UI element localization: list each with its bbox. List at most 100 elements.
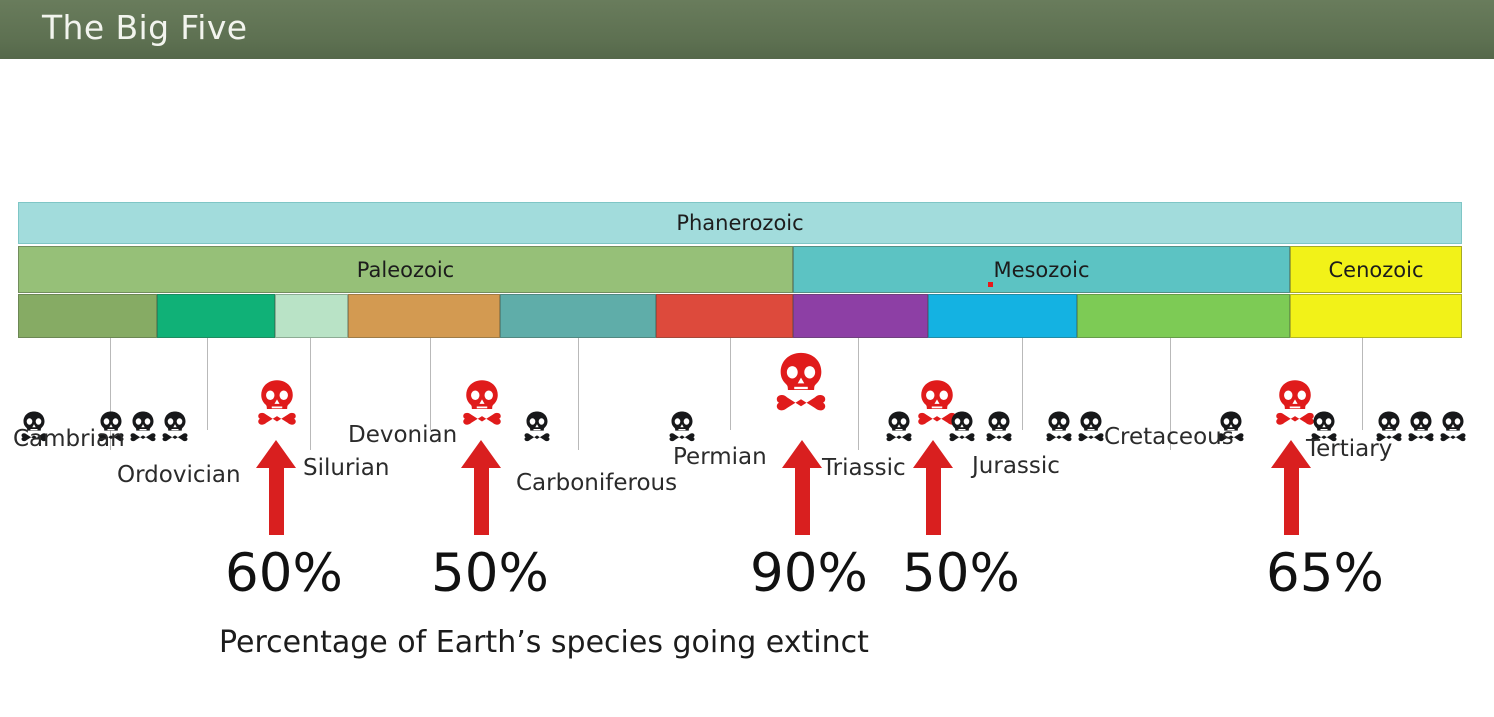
skull-crossbones-icon bbox=[669, 411, 695, 442]
pct-permian: 90% bbox=[750, 543, 868, 604]
skull-icon-black bbox=[521, 410, 553, 442]
mesozoic-accent-dot bbox=[988, 282, 993, 287]
period-segment-ordovician bbox=[157, 294, 275, 338]
period-label-permian: Permian bbox=[673, 444, 767, 470]
period-segment-carboniferous bbox=[500, 294, 656, 338]
period-label-cambrian: Cambrian bbox=[13, 426, 125, 452]
skull-crossbones-icon bbox=[21, 411, 47, 442]
carboniferous-skulls bbox=[666, 386, 698, 442]
arrow-devonian bbox=[461, 440, 501, 535]
title-bar-gradient bbox=[0, 0, 1494, 59]
period-segment-tertiary bbox=[1290, 294, 1462, 338]
skull-crossbones-icon bbox=[1408, 411, 1434, 442]
skull-crossbones-icon bbox=[1376, 411, 1402, 442]
skull-crossbones-icon bbox=[258, 380, 296, 425]
jurassic-skulls bbox=[983, 386, 1015, 442]
arrow-shaft bbox=[1283, 468, 1299, 535]
skull-icon-black bbox=[127, 410, 159, 442]
skull-icon-red bbox=[770, 350, 832, 412]
chart-caption: Percentage of Earth’s species going exti… bbox=[219, 625, 869, 660]
tick-line bbox=[110, 338, 111, 450]
period-segment-silurian bbox=[275, 294, 348, 338]
tick-line bbox=[207, 338, 208, 430]
era-label: Paleozoic bbox=[356, 257, 455, 282]
arrow-ordovician bbox=[256, 440, 296, 535]
skull-icon-black bbox=[1215, 410, 1247, 442]
arrow-shaft bbox=[473, 468, 489, 535]
cretaceous-extinction bbox=[1271, 370, 1319, 426]
skull-icon-black bbox=[18, 410, 50, 442]
period-segment-triassic bbox=[793, 294, 928, 338]
cretaceous-skulls bbox=[1215, 386, 1247, 442]
skull-icon-red bbox=[913, 378, 961, 426]
ordovician-extinction bbox=[253, 370, 301, 426]
tick-line bbox=[1362, 338, 1363, 430]
tick-line bbox=[310, 338, 311, 450]
period-label-tertiary: Tertiary bbox=[1306, 436, 1393, 462]
tick-line bbox=[578, 338, 579, 450]
skull-crossbones-icon bbox=[776, 352, 826, 411]
skull-crossbones-icon bbox=[949, 411, 975, 442]
ordovician-skulls bbox=[95, 386, 191, 442]
arrow-shaft bbox=[925, 468, 941, 535]
era-segment-paleozoic: Paleozoic bbox=[18, 246, 793, 293]
tick-line bbox=[1170, 338, 1171, 450]
era-segment-cenozoic: Cenozoic bbox=[1290, 246, 1462, 293]
eon-label: Phanerozoic bbox=[676, 211, 804, 235]
era-label: Mesozoic bbox=[993, 257, 1090, 282]
period-segment-cretaceous bbox=[1077, 294, 1290, 338]
arrow-shaft bbox=[794, 468, 810, 535]
skull-crossbones-icon bbox=[162, 411, 188, 442]
skull-crossbones-icon bbox=[1078, 411, 1104, 442]
skull-crossbones-icon bbox=[1046, 411, 1072, 442]
skull-crossbones-icon bbox=[463, 380, 501, 425]
period-band bbox=[18, 294, 1462, 338]
permian-extinction bbox=[770, 352, 832, 412]
arrow-head bbox=[1271, 440, 1311, 468]
period-label-devonian: Devonian bbox=[348, 422, 458, 448]
skull-crossbones-icon bbox=[98, 411, 124, 442]
skull-crossbones-icon bbox=[1440, 411, 1466, 442]
skull-crossbones-icon bbox=[1311, 411, 1337, 442]
tick-line bbox=[858, 338, 859, 450]
skull-icon-black bbox=[983, 410, 1015, 442]
devonian-extinction bbox=[458, 370, 506, 426]
arrow-head bbox=[256, 440, 296, 468]
skull-icon-black bbox=[1043, 410, 1075, 442]
skull-icon-black bbox=[1373, 410, 1405, 442]
era-label: Cenozoic bbox=[1328, 257, 1424, 282]
skull-icon-black bbox=[1308, 410, 1340, 442]
skull-icon-black bbox=[1437, 410, 1469, 442]
triassic-skulls-right bbox=[946, 386, 978, 442]
skull-icon-black bbox=[95, 410, 127, 442]
arrow-head bbox=[782, 440, 822, 468]
skull-crossbones-icon bbox=[918, 380, 956, 425]
devonian-skulls bbox=[521, 386, 553, 442]
skull-icon-red bbox=[253, 378, 301, 426]
skull-crossbones-icon bbox=[524, 411, 550, 442]
pct-cretaceous: 65% bbox=[1266, 543, 1384, 604]
triassic-skulls-left bbox=[883, 386, 915, 442]
page-title: The Big Five bbox=[42, 8, 248, 47]
skull-crossbones-icon bbox=[886, 411, 912, 442]
tertiary-skulls-b bbox=[1373, 386, 1469, 442]
tick-line bbox=[730, 338, 731, 430]
period-label-carboniferous: Carboniferous bbox=[516, 470, 678, 496]
pct-triassic: 50% bbox=[902, 543, 1020, 604]
skull-icon-red bbox=[458, 378, 506, 426]
skull-icon-black bbox=[1075, 410, 1107, 442]
period-segment-cambrian bbox=[18, 294, 157, 338]
geologic-timeline: Phanerozoic Paleozoic Mesozoic Cenozoic bbox=[18, 202, 1462, 338]
tick-line bbox=[430, 338, 431, 430]
arrow-triassic bbox=[913, 440, 953, 535]
skull-icon-black bbox=[946, 410, 978, 442]
skull-icon-black bbox=[666, 410, 698, 442]
period-label-ordovician: Ordovician bbox=[117, 462, 241, 488]
arrow-shaft bbox=[268, 468, 284, 535]
skull-crossbones-icon bbox=[130, 411, 156, 442]
era-band: Paleozoic Mesozoic Cenozoic bbox=[18, 246, 1462, 293]
title-divider bbox=[0, 59, 1494, 62]
period-segment-permian bbox=[656, 294, 793, 338]
cambrian-skulls bbox=[18, 386, 50, 442]
title-bar: The Big Five bbox=[0, 0, 1494, 59]
